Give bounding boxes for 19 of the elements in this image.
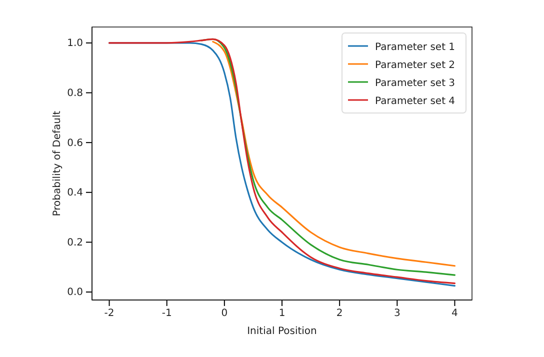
legend-label: Parameter set 1 (375, 42, 456, 53)
legend-label: Parameter set 3 (375, 78, 456, 89)
x-tick-label: 1 (278, 308, 286, 320)
legend-label: Parameter set 2 (375, 60, 456, 71)
x-tick-label: 2 (336, 308, 343, 320)
x-tick-label: -2 (104, 308, 114, 320)
x-tick-label: 4 (452, 308, 458, 320)
y-tick-label: 0.8 (67, 88, 83, 99)
y-axis-title: Probability of Default (52, 110, 63, 216)
legend-label: Parameter set 4 (375, 96, 456, 107)
y-tick-label: 0.6 (67, 138, 83, 149)
y-tick-label: 0.0 (67, 287, 83, 298)
x-tick-label: 0 (221, 308, 228, 320)
x-tick-label: -1 (162, 308, 172, 320)
x-axis-title: Initial Position (247, 326, 317, 337)
y-tick-label: 0.4 (67, 188, 83, 199)
x-tick-label: 3 (394, 308, 400, 320)
y-tick-label: 0.2 (67, 237, 83, 248)
y-tick-label: 1.0 (67, 38, 83, 50)
